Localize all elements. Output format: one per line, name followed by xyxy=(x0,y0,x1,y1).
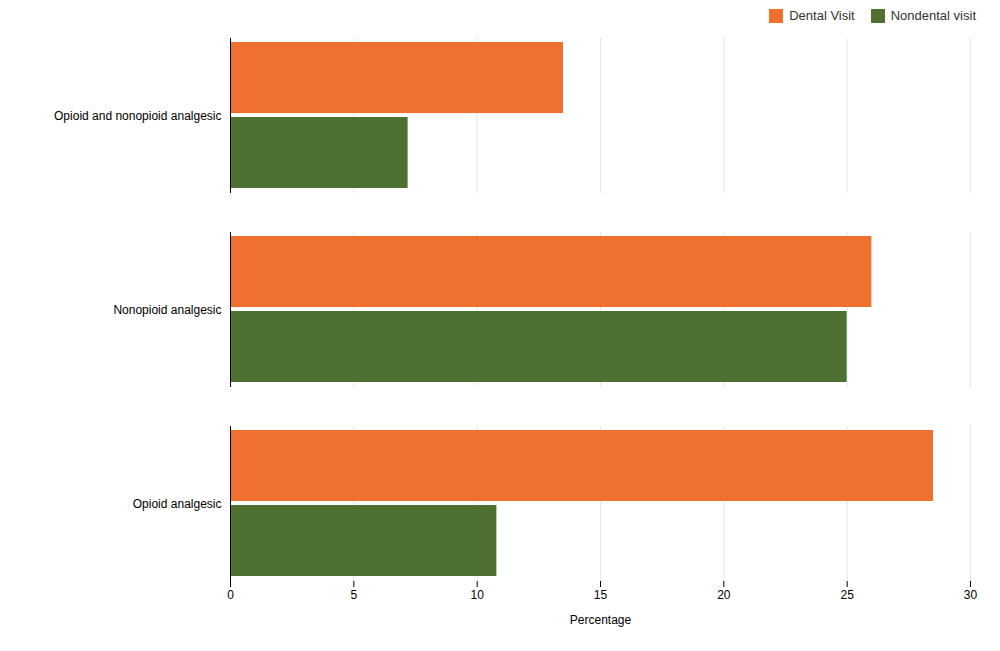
svg-text:10: 10 xyxy=(470,588,484,602)
svg-text:Opioid analgesic: Opioid analgesic xyxy=(133,497,222,511)
html-text:Dental Visit: Dental Visit xyxy=(789,8,855,23)
svg-text:5: 5 xyxy=(350,588,357,602)
svg-text:Percentage: Percentage xyxy=(570,613,632,627)
svg-text:Opioid and nonopioid analgesic: Opioid and nonopioid analgesic xyxy=(54,109,221,123)
svg-text:25: 25 xyxy=(840,588,854,602)
svg-text:20: 20 xyxy=(717,588,731,602)
svg-text:0: 0 xyxy=(227,588,234,602)
svg-text:Nonopioid analgesic: Nonopioid analgesic xyxy=(113,303,221,317)
html-text:Nondental visit: Nondental visit xyxy=(890,8,976,23)
svg-text:15: 15 xyxy=(594,588,608,602)
svg-text:30: 30 xyxy=(964,588,978,602)
